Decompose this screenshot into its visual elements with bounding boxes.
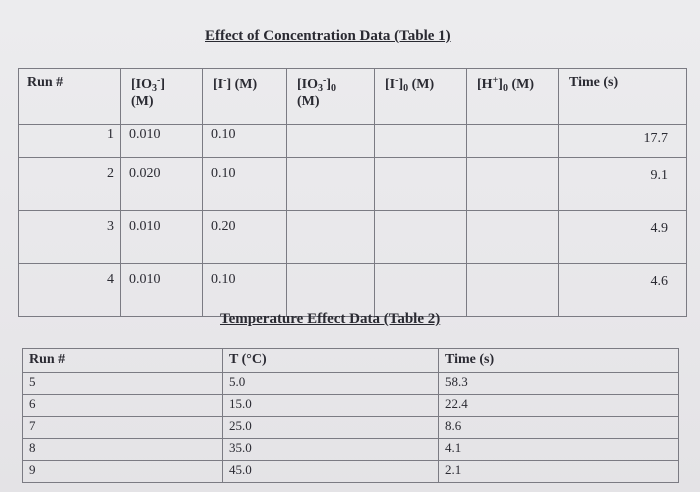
header-temp: T (°C): [222, 348, 439, 373]
table-row: 8 35.0 4.1: [22, 438, 679, 461]
table-row: 7 25.0 8.6: [22, 416, 679, 439]
header-io3: [IO3-] (M): [120, 68, 203, 125]
header-i: [I-] (M): [202, 68, 287, 125]
run-cell: 5: [22, 372, 223, 395]
run-cell: 7: [22, 416, 223, 439]
table-row: 1 0.010 0.10 17.7: [18, 124, 687, 158]
run-cell: 3: [94, 210, 121, 264]
time-cell: 17.7: [558, 124, 687, 158]
temp-cell: 35.0: [222, 438, 439, 461]
temperature-table: Run # T (°C) Time (s) 5 5.0 58.3 6 15.0 …: [22, 348, 679, 483]
run-cell: 4: [94, 263, 121, 317]
time-cell: 22.4: [438, 394, 679, 417]
table-row: 5 5.0 58.3: [22, 372, 679, 395]
table-row: 3 0.010 0.20 4.9: [18, 210, 687, 264]
header-run: Run #: [18, 68, 121, 125]
table2-title: Temperature Effect Data (Table 2): [220, 311, 441, 327]
run-cell: 2: [94, 157, 121, 211]
header-run: Run #: [22, 348, 223, 373]
i-cell: 0.10: [202, 124, 287, 158]
table-row: 2 0.020 0.10 9.1: [18, 157, 687, 211]
header-i0: [I-]0 (M): [374, 68, 467, 125]
time-cell: 4.9: [558, 210, 687, 264]
time-cell: 4.6: [558, 263, 687, 317]
table-row: 9 45.0 2.1: [22, 460, 679, 483]
temp-cell: 15.0: [222, 394, 439, 417]
concentration-table: Run # [IO3-] (M) [I-] (M) [IO3-]0 (M) [I…: [18, 68, 687, 317]
time-cell: 58.3: [438, 372, 679, 395]
run-cell: 1: [94, 124, 121, 158]
time-cell: 4.1: [438, 438, 679, 461]
table-row: 6 15.0 22.4: [22, 394, 679, 417]
run-cell: 6: [22, 394, 223, 417]
header-time: Time (s): [438, 348, 679, 373]
run-cell: 8: [22, 438, 223, 461]
table-row: 4 0.010 0.10 4.6: [18, 263, 687, 317]
io3-cell: 0.020: [120, 157, 203, 211]
time-cell: 8.6: [438, 416, 679, 439]
i-cell: 0.20: [202, 210, 287, 264]
temp-cell: 25.0: [222, 416, 439, 439]
time-cell: 9.1: [558, 157, 687, 211]
table1-title: Effect of Concentration Data (Table 1): [205, 28, 451, 44]
i-cell: 0.10: [202, 263, 287, 317]
header-time: Time (s): [558, 68, 687, 125]
header-h0: [H+]0 (M): [466, 68, 559, 125]
table2-header-row: Run # T (°C) Time (s): [22, 348, 679, 373]
io3-cell: 0.010: [120, 210, 203, 264]
time-cell: 2.1: [438, 460, 679, 483]
header-io3-0: [IO3-]0 (M): [286, 68, 375, 125]
temp-cell: 5.0: [222, 372, 439, 395]
i-cell: 0.10: [202, 157, 287, 211]
run-cell: 9: [22, 460, 223, 483]
table1-header-row: Run # [IO3-] (M) [I-] (M) [IO3-]0 (M) [I…: [18, 68, 687, 125]
io3-cell: 0.010: [120, 263, 203, 317]
io3-cell: 0.010: [120, 124, 203, 158]
temp-cell: 45.0: [222, 460, 439, 483]
